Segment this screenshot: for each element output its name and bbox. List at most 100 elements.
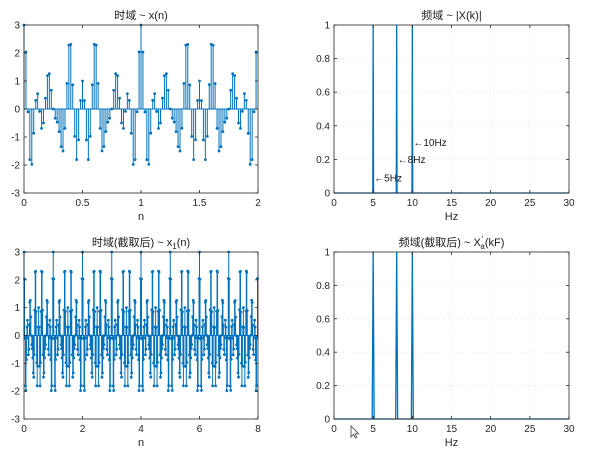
stem-marker bbox=[237, 353, 241, 356]
stem-marker bbox=[85, 138, 88, 142]
stem-marker bbox=[100, 375, 104, 379]
stem-marker bbox=[154, 306, 158, 310]
stem-marker bbox=[208, 353, 212, 356]
stem-marker bbox=[120, 353, 124, 356]
stem-marker bbox=[141, 389, 145, 392]
stem-marker bbox=[240, 384, 244, 388]
stem-marker bbox=[216, 270, 219, 274]
stem-marker bbox=[39, 361, 42, 365]
stem-marker bbox=[114, 72, 118, 76]
stem-marker bbox=[202, 353, 206, 357]
stem-marker bbox=[246, 131, 250, 135]
stem-marker bbox=[157, 126, 160, 130]
stem-marker bbox=[179, 353, 182, 356]
stem-marker bbox=[210, 310, 214, 314]
stem-marker bbox=[183, 325, 187, 329]
x-tick-label: 4 bbox=[138, 424, 144, 435]
stem-marker bbox=[77, 318, 81, 322]
stem-marker bbox=[189, 356, 193, 360]
stem-marker bbox=[161, 343, 164, 347]
stem-marker bbox=[218, 356, 222, 360]
stem-marker bbox=[120, 121, 123, 125]
stem-marker bbox=[77, 138, 81, 142]
stem-marker bbox=[37, 325, 41, 329]
stem-marker bbox=[195, 325, 198, 329]
stem-marker bbox=[81, 277, 85, 281]
stem-marker bbox=[247, 371, 251, 375]
stem-marker bbox=[125, 325, 129, 329]
stem-marker bbox=[221, 323, 225, 327]
stem-marker bbox=[66, 306, 70, 310]
stem-marker bbox=[250, 158, 254, 161]
y-tick-label: 0.8 bbox=[316, 54, 330, 65]
stem-marker bbox=[62, 353, 65, 357]
stem-marker bbox=[237, 375, 240, 379]
stem-marker bbox=[41, 308, 44, 312]
y-tick-label: 2 bbox=[14, 275, 20, 286]
x-tick-label: 1.5 bbox=[193, 198, 207, 209]
stem-marker bbox=[180, 269, 184, 273]
stem-marker bbox=[43, 356, 46, 360]
stem-marker bbox=[239, 310, 243, 314]
stem-marker bbox=[251, 323, 255, 327]
stem-marker bbox=[164, 336, 168, 340]
stem-marker bbox=[104, 323, 108, 327]
stem-marker bbox=[233, 74, 237, 78]
stem-marker bbox=[219, 145, 223, 149]
stem-marker bbox=[87, 315, 91, 319]
stem-marker bbox=[124, 306, 128, 310]
stem-marker bbox=[65, 384, 68, 388]
stem-marker bbox=[178, 375, 182, 379]
stem-marker bbox=[202, 347, 206, 351]
x-tick-label: 25 bbox=[524, 424, 536, 435]
stem-marker bbox=[215, 127, 219, 130]
stem-marker bbox=[252, 110, 256, 114]
stem-marker bbox=[36, 364, 40, 368]
stem-marker bbox=[63, 126, 67, 130]
stem-marker bbox=[204, 299, 208, 302]
x-tick-label: 0 bbox=[331, 424, 337, 435]
stem-marker bbox=[68, 361, 72, 365]
stem-marker bbox=[211, 384, 215, 388]
stem-marker bbox=[138, 384, 141, 388]
stem-marker bbox=[48, 325, 52, 329]
stem-marker bbox=[72, 356, 76, 360]
y-tick-label: -3 bbox=[11, 189, 20, 200]
stem-marker bbox=[143, 318, 146, 322]
stem-marker bbox=[98, 126, 102, 130]
x-tick-label: 0 bbox=[331, 198, 337, 209]
stem-marker bbox=[135, 110, 139, 114]
stem-marker bbox=[59, 145, 63, 149]
stem-marker bbox=[92, 269, 96, 273]
stem-marker bbox=[87, 299, 91, 302]
stem-marker bbox=[61, 375, 65, 379]
stem-marker bbox=[110, 277, 114, 281]
x-tick-label: 2 bbox=[255, 198, 261, 209]
stem-marker bbox=[53, 389, 57, 392]
stem-marker bbox=[94, 43, 98, 47]
stem-series bbox=[22, 23, 258, 166]
stem-marker bbox=[186, 270, 190, 274]
y-tick-label: 0.4 bbox=[316, 348, 330, 359]
y-tick-label: -1 bbox=[11, 359, 20, 370]
stem-marker bbox=[83, 99, 86, 102]
stem-marker bbox=[135, 336, 139, 340]
stem-marker bbox=[212, 306, 216, 310]
stem-marker bbox=[250, 301, 254, 304]
y-tick-label: 2 bbox=[14, 49, 20, 60]
y-tick-label: -3 bbox=[11, 415, 20, 426]
y-tick-label: 0.8 bbox=[316, 281, 330, 292]
stem-marker bbox=[126, 384, 130, 388]
stem-marker bbox=[55, 120, 59, 124]
stem-marker bbox=[81, 79, 84, 83]
y-tick-label: 0 bbox=[324, 189, 330, 200]
stem-marker bbox=[147, 162, 151, 166]
stem-marker bbox=[232, 347, 236, 351]
stem-marker bbox=[221, 130, 225, 134]
stem-marker bbox=[151, 98, 155, 102]
stem-marker bbox=[118, 96, 121, 100]
stem-marker bbox=[135, 353, 139, 357]
stem-marker bbox=[122, 269, 125, 273]
stem-marker bbox=[130, 371, 134, 375]
stem-marker bbox=[183, 306, 187, 310]
